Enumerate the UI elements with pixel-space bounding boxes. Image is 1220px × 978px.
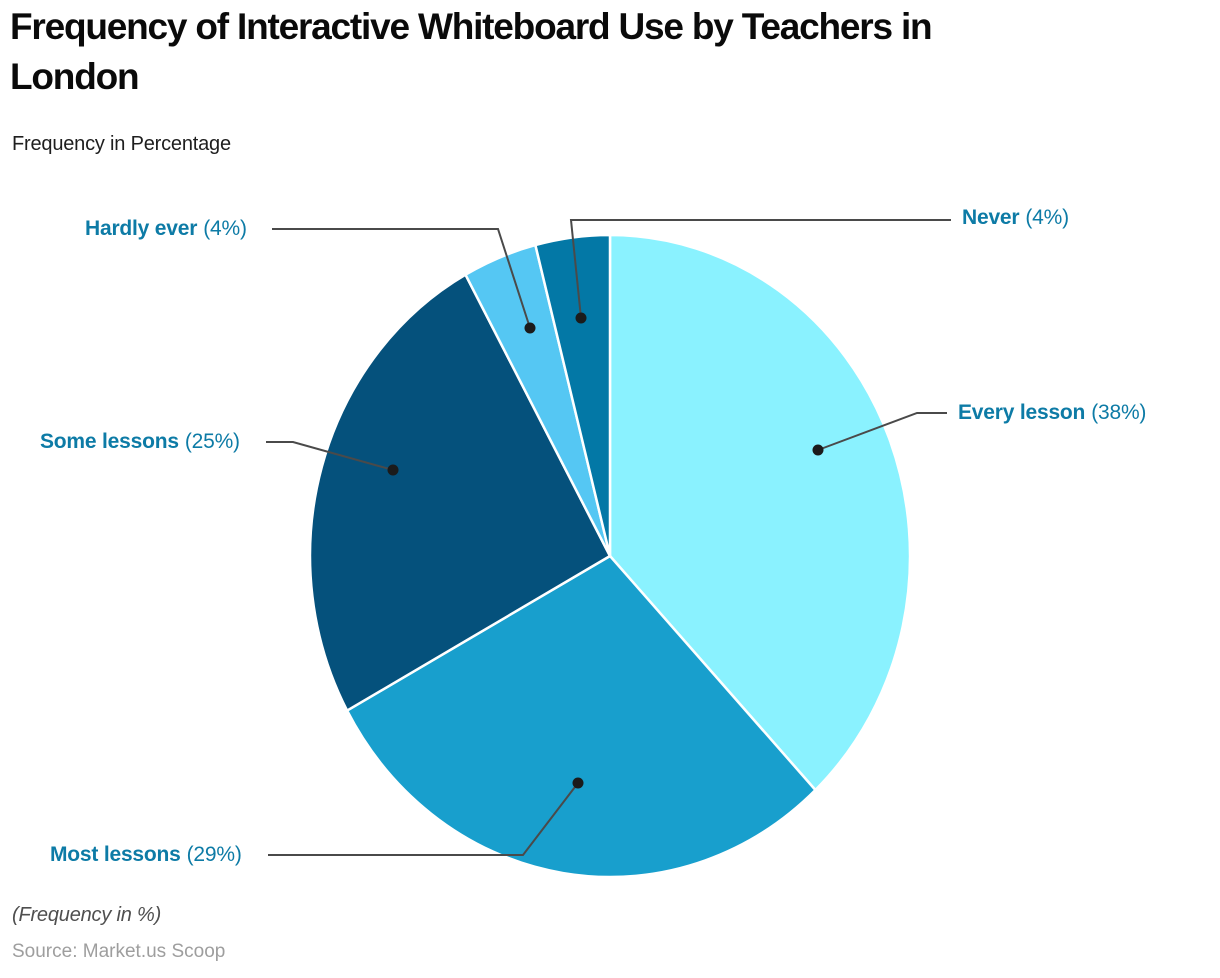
leader-dots [387, 312, 824, 789]
pie-slice-some-lessons[interactable] [308, 273, 612, 712]
callout-some-lessons: Some lessons (25%) [40, 430, 240, 454]
leader-line-never [569, 219, 951, 319]
leader-line-some-lessons [266, 441, 394, 471]
callout-never-label: Never [962, 206, 1020, 229]
footnote: (Frequency in %) [12, 904, 162, 926]
leader-dot-never [575, 312, 587, 324]
callout-never: Never (4%) [962, 206, 1069, 230]
callout-hardly-ever-label: Hardly ever [85, 217, 198, 240]
pie-slice-most-lessons[interactable] [345, 554, 817, 879]
callout-most-lessons: Most lessons (29%) [50, 843, 242, 867]
callout-some-lessons-value: (25%) [184, 430, 240, 453]
leader-line-hardly-ever [272, 228, 531, 329]
leader-dot-every-lesson [812, 444, 824, 456]
callout-every-lesson-label: Every lesson [958, 401, 1086, 424]
callout-every-lesson-value: (38%) [1091, 401, 1147, 424]
leader-line-every-lesson [817, 412, 947, 451]
callout-most-lessons-value: (29%) [186, 843, 242, 866]
pie-slices [308, 233, 912, 879]
leader-dot-most-lessons [572, 777, 584, 789]
source-note: Source: Market.us Scoop [12, 941, 226, 962]
leader-lines [266, 219, 951, 856]
callout-every-lesson: Every lesson (38%) [958, 401, 1146, 425]
callout-some-lessons-label: Some lessons [40, 430, 179, 453]
pie-slice-every-lesson[interactable] [608, 233, 912, 792]
callout-hardly-ever: Hardly ever (4%) [85, 217, 247, 241]
leader-line-most-lessons [268, 782, 579, 856]
callout-never-value: (4%) [1025, 206, 1069, 229]
callout-hardly-ever-value: (4%) [203, 217, 247, 240]
chart-title: Frequency of Interactive Whiteboard Use … [10, 6, 933, 98]
chart-subtitle: Frequency in Percentage [12, 133, 231, 155]
leader-dot-some-lessons [387, 464, 399, 476]
leader-dot-hardly-ever [524, 322, 536, 334]
callout-most-lessons-label: Most lessons [50, 843, 181, 866]
